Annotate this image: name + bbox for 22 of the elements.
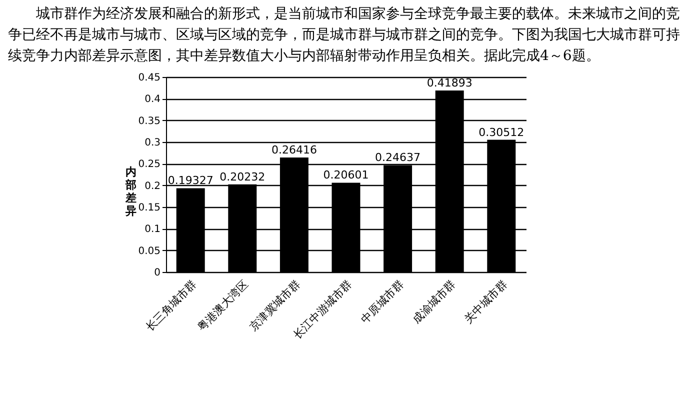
y-tick-label: 0.25 [138,159,160,170]
y-tick-label: 0.45 [138,72,160,84]
y-tick-label: 0.05 [138,246,160,257]
data-label: 0.30512 [478,126,524,139]
y-tick-label: 0.4 [144,94,160,106]
data-label: 0.19327 [168,174,214,188]
x-tick-label: 中原城市群 [358,278,406,326]
y-tick-label: 0 [154,268,160,278]
text: 城市群作为经济发展和融合的新形式，是当前城市和国家参与全球竞争最主要的载体。未来城市之间的竞争已经不再是城市与城市、区域与区域的竞争，而是城市群与城市群之间的竞争。下图为我国七大城市群可持续竞争力内部差异示意图，其中差异数值大小与内部辐射带动作用呈负相关。据此完成4～6题。 [8,5,681,66]
y-tick-label: 0.3 [144,138,160,148]
y-tick-label: 0.35 [138,116,160,127]
data-label: 0.24637 [375,151,421,164]
data-label: 0.20232 [220,170,266,184]
data-label: 0.41893 [426,76,472,90]
data-label: 0.26416 [271,144,317,157]
data-label: 0.20601 [323,168,369,182]
y-axis-title: 内部差异 [124,166,136,218]
y-tick-label: 0.1 [144,224,160,236]
x-tick-label: 关中城市群 [462,278,510,326]
y-tick-label: 0.2 [144,180,160,192]
y-tick-label: 0.15 [138,202,160,214]
x-tick-label: 成渝城市群 [410,278,458,326]
